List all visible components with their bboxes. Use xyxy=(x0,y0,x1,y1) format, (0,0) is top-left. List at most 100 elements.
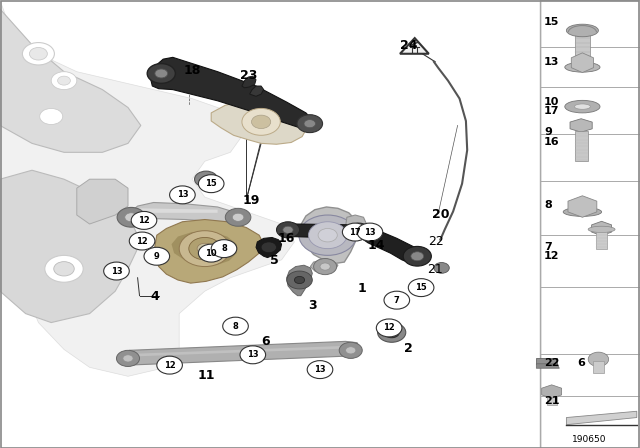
Circle shape xyxy=(355,227,364,233)
Text: 8: 8 xyxy=(233,322,238,331)
Circle shape xyxy=(287,271,312,289)
Text: 190650: 190650 xyxy=(572,435,606,444)
Circle shape xyxy=(45,255,83,282)
Polygon shape xyxy=(536,358,557,364)
Circle shape xyxy=(346,347,356,354)
Circle shape xyxy=(304,120,316,128)
Polygon shape xyxy=(547,393,557,405)
Circle shape xyxy=(307,361,333,379)
Circle shape xyxy=(195,171,218,187)
Polygon shape xyxy=(0,9,141,152)
Text: 12: 12 xyxy=(136,237,148,246)
Polygon shape xyxy=(0,170,141,323)
Circle shape xyxy=(283,226,293,233)
Text: 16: 16 xyxy=(278,232,296,245)
Circle shape xyxy=(129,232,155,250)
Polygon shape xyxy=(125,341,360,365)
Polygon shape xyxy=(591,221,612,236)
Circle shape xyxy=(147,64,175,83)
Circle shape xyxy=(116,350,140,366)
Circle shape xyxy=(157,356,182,374)
Circle shape xyxy=(179,231,230,267)
Polygon shape xyxy=(310,260,338,273)
Circle shape xyxy=(125,213,138,222)
Text: 6: 6 xyxy=(261,335,270,348)
Circle shape xyxy=(376,319,402,337)
Text: 15: 15 xyxy=(544,17,559,26)
Circle shape xyxy=(189,237,221,260)
Text: 9: 9 xyxy=(154,252,159,261)
Text: 12: 12 xyxy=(383,323,395,332)
Circle shape xyxy=(384,291,410,309)
Circle shape xyxy=(297,115,323,133)
Circle shape xyxy=(131,211,157,229)
Polygon shape xyxy=(211,99,307,144)
Circle shape xyxy=(588,352,609,366)
Text: 5: 5 xyxy=(269,254,278,267)
Circle shape xyxy=(378,323,406,342)
Circle shape xyxy=(198,244,224,262)
Circle shape xyxy=(294,276,305,284)
Circle shape xyxy=(411,252,424,261)
Text: 22: 22 xyxy=(544,358,559,368)
Circle shape xyxy=(225,208,251,226)
Polygon shape xyxy=(285,224,365,238)
Text: 20: 20 xyxy=(431,207,449,221)
Ellipse shape xyxy=(564,100,600,113)
Circle shape xyxy=(349,223,369,237)
Polygon shape xyxy=(536,364,559,368)
Circle shape xyxy=(342,223,368,241)
Polygon shape xyxy=(0,0,540,448)
Text: 22: 22 xyxy=(429,234,444,248)
Polygon shape xyxy=(570,119,592,132)
Text: 10: 10 xyxy=(205,249,217,258)
Text: 8: 8 xyxy=(544,200,552,210)
Text: 16: 16 xyxy=(544,138,559,147)
Circle shape xyxy=(197,243,212,254)
Text: 7: 7 xyxy=(544,242,552,252)
Circle shape xyxy=(339,342,362,358)
Circle shape xyxy=(104,262,129,280)
Text: 13: 13 xyxy=(364,228,376,237)
Polygon shape xyxy=(151,57,314,130)
Ellipse shape xyxy=(566,24,598,37)
Polygon shape xyxy=(566,411,637,425)
Polygon shape xyxy=(575,31,590,62)
Ellipse shape xyxy=(564,62,600,72)
Circle shape xyxy=(357,223,383,241)
Polygon shape xyxy=(541,385,562,398)
Circle shape xyxy=(403,246,431,266)
Circle shape xyxy=(117,207,145,227)
Circle shape xyxy=(22,43,54,65)
Circle shape xyxy=(211,240,237,258)
Polygon shape xyxy=(256,237,282,258)
Circle shape xyxy=(223,317,248,335)
Text: 14: 14 xyxy=(367,239,385,252)
Circle shape xyxy=(242,108,280,135)
Text: 19: 19 xyxy=(242,194,260,207)
Text: 3: 3 xyxy=(308,299,317,312)
Text: 21: 21 xyxy=(544,396,559,406)
Polygon shape xyxy=(129,346,346,357)
Polygon shape xyxy=(400,38,429,54)
Polygon shape xyxy=(77,179,128,224)
Circle shape xyxy=(54,262,74,276)
Polygon shape xyxy=(287,265,312,296)
Circle shape xyxy=(261,242,276,253)
Circle shape xyxy=(384,327,399,338)
Circle shape xyxy=(299,215,356,255)
Circle shape xyxy=(308,222,347,249)
Circle shape xyxy=(51,72,77,90)
Circle shape xyxy=(252,115,271,129)
Circle shape xyxy=(155,69,168,78)
Text: 2: 2 xyxy=(404,342,413,355)
Polygon shape xyxy=(357,226,422,263)
Circle shape xyxy=(408,279,434,297)
Circle shape xyxy=(434,263,449,273)
Text: 13: 13 xyxy=(111,267,122,276)
Polygon shape xyxy=(346,215,366,229)
Text: 12: 12 xyxy=(544,251,559,261)
Circle shape xyxy=(320,263,330,270)
Text: 12: 12 xyxy=(138,216,150,225)
Circle shape xyxy=(58,76,70,85)
